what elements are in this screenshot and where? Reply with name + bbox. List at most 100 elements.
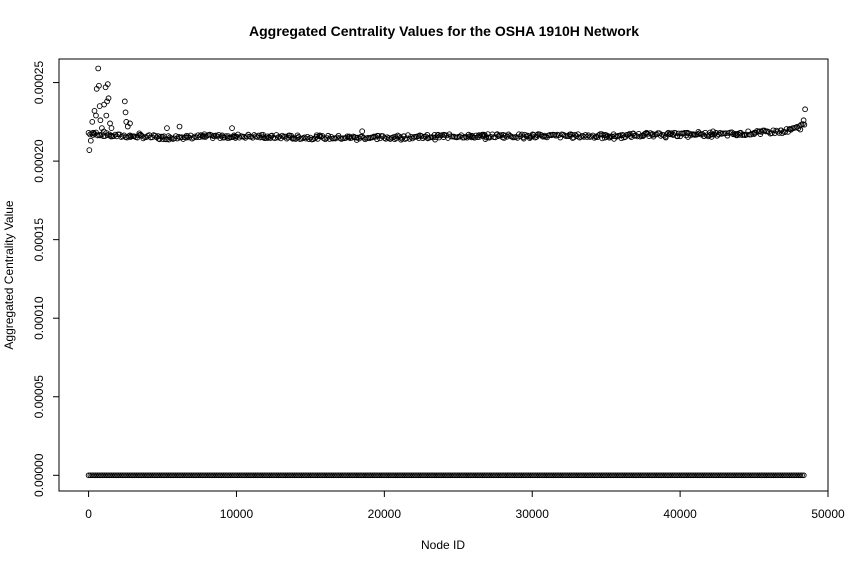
data-point (410, 472, 417, 479)
data-point (712, 472, 718, 479)
data-point (630, 472, 637, 479)
data-point (740, 472, 747, 479)
data-point (376, 472, 383, 479)
data-point (527, 472, 534, 479)
data-point (273, 472, 280, 479)
data-point (536, 472, 543, 479)
data-point (325, 472, 332, 479)
data-point (256, 472, 262, 479)
data-point (437, 472, 443, 479)
data-point (449, 472, 456, 479)
data-point (618, 135, 625, 142)
data-point (445, 472, 452, 479)
data-point (779, 472, 786, 479)
data-point (532, 472, 539, 479)
data-point (364, 472, 371, 479)
data-point (107, 120, 113, 127)
data-point (115, 472, 122, 479)
y-tick-label: 0.00015 (32, 218, 46, 262)
data-point (414, 472, 420, 479)
data-point (296, 472, 303, 479)
data-point (653, 472, 660, 479)
data-point (396, 472, 402, 479)
data-point (639, 472, 646, 479)
data-point (140, 472, 147, 479)
data-point (170, 472, 177, 479)
data-point (311, 472, 317, 479)
data-point (257, 472, 264, 479)
data-point (240, 472, 246, 479)
data-point (752, 472, 759, 479)
y-tick-label: 0.00020 (32, 139, 46, 183)
data-point (316, 472, 323, 479)
data-point (655, 472, 662, 479)
data-point (128, 472, 135, 479)
data-point (772, 472, 779, 479)
data-point (293, 472, 300, 479)
data-point (302, 472, 308, 479)
data-point (295, 472, 301, 479)
data-point (717, 472, 724, 479)
data-point (176, 123, 183, 130)
data-point (745, 128, 751, 135)
data-point (500, 472, 507, 479)
data-point (215, 132, 222, 138)
data-point (465, 472, 472, 479)
data-point (350, 472, 356, 479)
data-point (657, 472, 663, 479)
data-point (737, 472, 743, 479)
data-point (658, 472, 665, 479)
data-point (96, 472, 103, 479)
data-point (220, 472, 227, 479)
data-point (508, 472, 514, 479)
chart-title: Aggregated Centrality Values for the OSH… (249, 23, 639, 39)
data-point (229, 125, 235, 131)
data-point (662, 134, 669, 141)
data-point (715, 472, 722, 479)
data-point (660, 472, 667, 479)
data-point (206, 472, 213, 479)
data-point (369, 472, 376, 479)
data-point (745, 472, 752, 479)
data-point (534, 132, 540, 138)
data-point (680, 472, 686, 479)
data-point (635, 472, 642, 479)
data-point (479, 472, 486, 479)
data-point (514, 135, 521, 141)
data-point (614, 472, 621, 479)
data-point (346, 472, 353, 479)
data-point (387, 472, 394, 479)
data-point (174, 472, 181, 479)
data-point (192, 472, 198, 479)
data-point (518, 472, 525, 479)
data-point (406, 472, 413, 479)
data-point (160, 136, 166, 143)
data-point (577, 472, 584, 479)
data-point (694, 472, 701, 479)
data-point (646, 472, 653, 479)
y-tick-label: 0.00010 (32, 296, 46, 340)
data-point (768, 472, 775, 479)
data-point (552, 472, 559, 479)
data-point (492, 472, 498, 479)
y-tick-label: 0.00025 (32, 61, 46, 105)
data-point (800, 117, 807, 124)
data-point (673, 472, 679, 479)
data-point (793, 472, 800, 479)
data-point (351, 472, 358, 479)
data-point (782, 129, 788, 136)
data-point (618, 472, 624, 479)
data-point (298, 472, 305, 479)
data-point (138, 472, 145, 479)
data-point (463, 472, 470, 479)
data-point (557, 134, 564, 141)
data-point (674, 133, 681, 139)
data-point (412, 472, 418, 479)
data-point (405, 132, 411, 138)
data-point (399, 472, 406, 479)
data-point (453, 472, 459, 479)
data-point (279, 132, 286, 139)
data-point (289, 472, 296, 479)
data-point (104, 81, 111, 87)
data-point (770, 472, 777, 479)
